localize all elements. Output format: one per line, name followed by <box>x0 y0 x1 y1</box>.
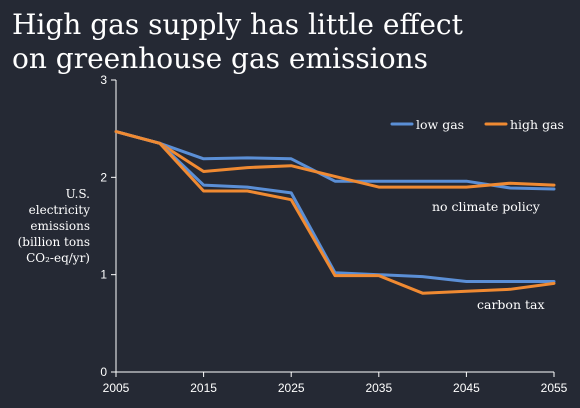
y-tick-label: 1 <box>100 268 107 282</box>
legend-label-high-gas: high gas <box>510 117 564 132</box>
legend-label-low-gas: low gas <box>416 117 464 132</box>
y-axis-label: U.S. electricity emissions (billion tons… <box>6 186 90 266</box>
x-tick-label: 2015 <box>190 381 217 395</box>
series-line-high-gas-carbon-tax <box>114 130 556 295</box>
tick-labels: 0 1 2 3 2005 2015 2025 2035 2045 2055 <box>100 73 567 395</box>
legend: low gas high gas <box>390 117 564 132</box>
x-tick-label: 2005 <box>103 381 130 395</box>
annotations: no climate policy carbon tax <box>432 199 545 312</box>
annotation-no-climate-policy: no climate policy <box>432 199 541 214</box>
y-tick-label: 3 <box>100 73 107 87</box>
y-axis-label-line-1: U.S. <box>65 187 90 201</box>
x-tick-label: 2045 <box>453 381 480 395</box>
y-axis-label-line-3: emissions <box>30 219 90 233</box>
chart-title-line-1: High gas supply has little effect <box>12 8 463 41</box>
chart-title-line-2: on greenhouse gas emissions <box>12 42 428 75</box>
series-line-high-gas-no-climate-policy <box>114 130 556 189</box>
annotation-carbon-tax: carbon tax <box>477 297 545 312</box>
axes <box>111 79 555 377</box>
series-line-low-gas-no-climate-policy <box>114 130 556 191</box>
y-axis-label-line-2: electricity <box>28 203 90 217</box>
y-tick-label: 2 <box>100 170 107 184</box>
y-axis-label-line-4: (billion tons <box>17 235 90 249</box>
x-tick-label: 2055 <box>541 381 568 395</box>
y-axis-label-line-5: CO₂-eq/yr) <box>26 251 90 265</box>
chart-title: High gas supply has little effect on gre… <box>12 8 572 76</box>
y-tick-label: 0 <box>100 365 107 379</box>
x-tick-label: 2025 <box>278 381 305 395</box>
series-lines <box>114 130 556 295</box>
x-tick-label: 2035 <box>365 381 392 395</box>
